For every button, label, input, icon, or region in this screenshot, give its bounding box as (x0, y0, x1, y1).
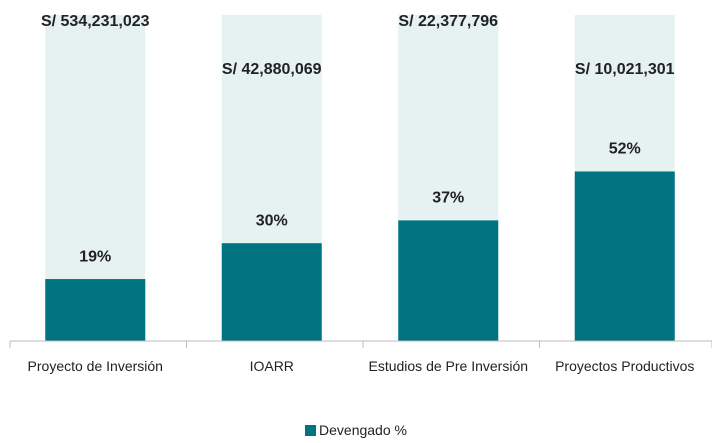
annotation: S/ 22,377,796 (398, 13, 498, 30)
annotation: S/ 10,021,301 (575, 61, 675, 78)
x-tick-label: Proyecto de Inversión (27, 358, 163, 374)
x-tick-label: Proyectos Productivos (555, 358, 695, 374)
data-label: 37% (432, 190, 464, 207)
bar (398, 220, 499, 341)
legend: Devengado % (0, 422, 712, 438)
bar (45, 279, 146, 341)
data-label: 19% (79, 248, 111, 265)
bar (574, 171, 675, 341)
x-tick-label: Estudios de Pre Inversión (368, 358, 529, 374)
data-label: 30% (256, 212, 288, 229)
annotation: S/ 42,880,069 (222, 61, 322, 78)
legend-label: Devengado % (319, 422, 407, 438)
data-label: 52% (609, 141, 641, 158)
annotation: S/ 534,231,023 (41, 13, 150, 30)
legend-swatch (305, 425, 317, 436)
x-tick-label: IOARR (249, 358, 294, 374)
bar (221, 243, 322, 341)
